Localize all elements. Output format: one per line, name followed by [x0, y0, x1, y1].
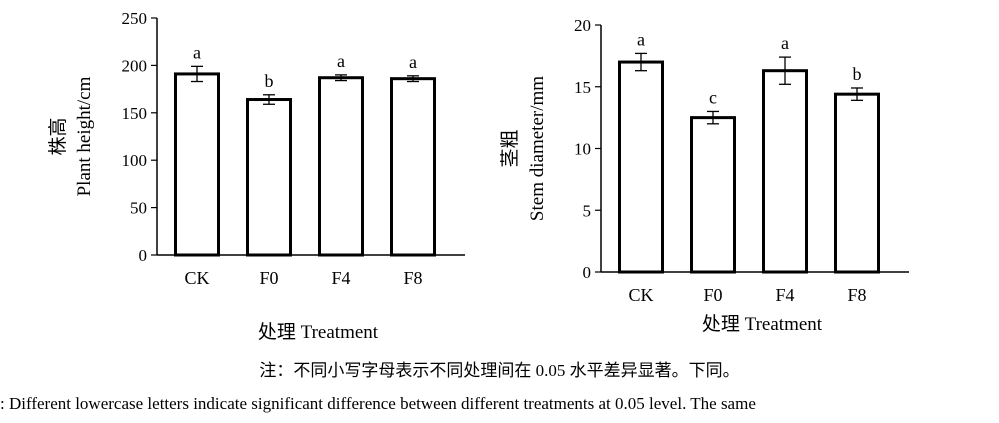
bar [246, 98, 292, 257]
bar [174, 72, 220, 257]
significance-letter: b [853, 64, 862, 84]
y-tick-label: 100 [122, 151, 148, 170]
x-tick-label: F4 [331, 268, 350, 288]
bar [762, 69, 808, 274]
x-tick-label: F4 [775, 285, 794, 305]
x-tick-label: F0 [703, 285, 722, 305]
y-tick-label: 5 [583, 201, 592, 220]
bar [618, 60, 664, 274]
x-tick-label: CK [184, 268, 209, 288]
y-axis-title-cn: 茎粗 [499, 129, 521, 167]
y-axis-title-cn: 株高 [47, 117, 69, 155]
y-tick-label: 20 [574, 16, 591, 35]
footnote-chinese: 注：不同小写字母表示不同处理间在 0.05 水平差异显著。下同。 [259, 361, 740, 380]
significance-letter: a [337, 51, 345, 71]
significance-letter: a [409, 52, 417, 72]
y-tick-label: 0 [583, 263, 592, 282]
x-tick-label: F8 [847, 285, 866, 305]
bar [390, 77, 436, 257]
significance-letter: a [637, 29, 645, 49]
plant-height-chart: 0 50 100 150 200 250 a CK b F0 a F4 a F8 处理 Treatment 株… [47, 9, 465, 343]
y-tick-label: 15 [574, 78, 591, 97]
bar [834, 92, 880, 274]
bar [318, 76, 364, 257]
y-tick-label: 0 [139, 246, 148, 265]
y-axis-title: Plant height/cm [74, 76, 95, 196]
y-tick-label: 250 [122, 9, 148, 28]
significance-letter: c [709, 87, 717, 107]
stem-diameter-chart: 0 5 10 15 20 a CK c F0 a F4 b F8 处理 Treatment 茎粗 Stem d… [499, 16, 909, 335]
y-tick-label: 10 [574, 140, 591, 159]
x-axis-title: 处理 Treatment [702, 313, 823, 335]
y-tick-label: 200 [122, 56, 148, 75]
y-axis-title: Stem diameter/mm [527, 76, 548, 221]
significance-letter: a [193, 42, 201, 62]
footnote-english: : Different lowercase letters indicate s… [0, 394, 756, 413]
y-tick-label: 150 [122, 104, 148, 123]
significance-letter: a [781, 33, 789, 53]
x-tick-label: F8 [403, 268, 422, 288]
x-tick-label: CK [628, 285, 653, 305]
bar [690, 116, 736, 274]
x-axis-title: 处理 Treatment [258, 321, 379, 343]
y-tick-label: 50 [130, 199, 147, 218]
x-tick-label: F0 [259, 268, 278, 288]
significance-letter: b [265, 71, 274, 91]
